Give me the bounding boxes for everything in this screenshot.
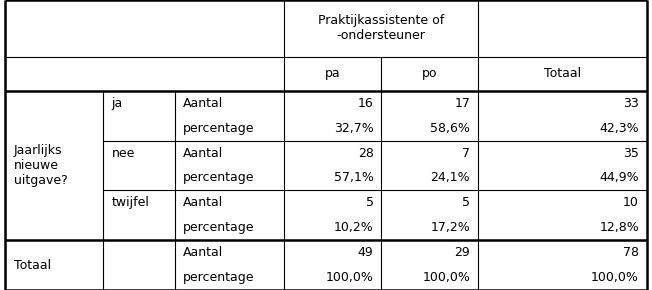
- Text: twijfel: twijfel: [111, 196, 149, 209]
- Text: Aantal: Aantal: [183, 97, 224, 110]
- Text: percentage: percentage: [183, 122, 255, 135]
- Text: Aantal: Aantal: [183, 196, 224, 209]
- Text: Praktijkassistente of
-ondersteuner: Praktijkassistente of -ondersteuner: [318, 14, 444, 42]
- Text: 28: 28: [358, 146, 374, 160]
- Text: 78: 78: [623, 246, 639, 259]
- Text: 12,8%: 12,8%: [599, 221, 639, 234]
- Text: ja: ja: [111, 97, 123, 110]
- Text: 5: 5: [462, 196, 470, 209]
- Text: 17,2%: 17,2%: [430, 221, 470, 234]
- Text: 33: 33: [623, 97, 639, 110]
- Text: Jaarlijks
nieuwe
uitgave?: Jaarlijks nieuwe uitgave?: [14, 144, 67, 187]
- Text: 10,2%: 10,2%: [334, 221, 374, 234]
- Text: 100,0%: 100,0%: [422, 271, 470, 284]
- Text: 49: 49: [358, 246, 374, 259]
- Text: Aantal: Aantal: [183, 246, 224, 259]
- Text: nee: nee: [111, 146, 135, 160]
- Text: 44,9%: 44,9%: [599, 171, 639, 184]
- Text: 100,0%: 100,0%: [326, 271, 374, 284]
- Text: 24,1%: 24,1%: [430, 171, 470, 184]
- Text: 29: 29: [454, 246, 470, 259]
- Text: 5: 5: [366, 196, 374, 209]
- Text: 35: 35: [623, 146, 639, 160]
- Text: Totaal: Totaal: [544, 67, 581, 80]
- Text: pa: pa: [325, 67, 340, 80]
- Text: Totaal: Totaal: [14, 259, 51, 272]
- Text: percentage: percentage: [183, 221, 255, 234]
- Text: 10: 10: [623, 196, 639, 209]
- Text: po: po: [422, 67, 437, 80]
- Text: percentage: percentage: [183, 271, 255, 284]
- Text: 58,6%: 58,6%: [430, 122, 470, 135]
- Text: 57,1%: 57,1%: [334, 171, 374, 184]
- Text: percentage: percentage: [183, 171, 255, 184]
- Text: 42,3%: 42,3%: [599, 122, 639, 135]
- Text: 32,7%: 32,7%: [334, 122, 374, 135]
- Text: 16: 16: [358, 97, 374, 110]
- Text: 7: 7: [462, 146, 470, 160]
- Text: 17: 17: [454, 97, 470, 110]
- Text: Aantal: Aantal: [183, 146, 224, 160]
- Text: 100,0%: 100,0%: [591, 271, 639, 284]
